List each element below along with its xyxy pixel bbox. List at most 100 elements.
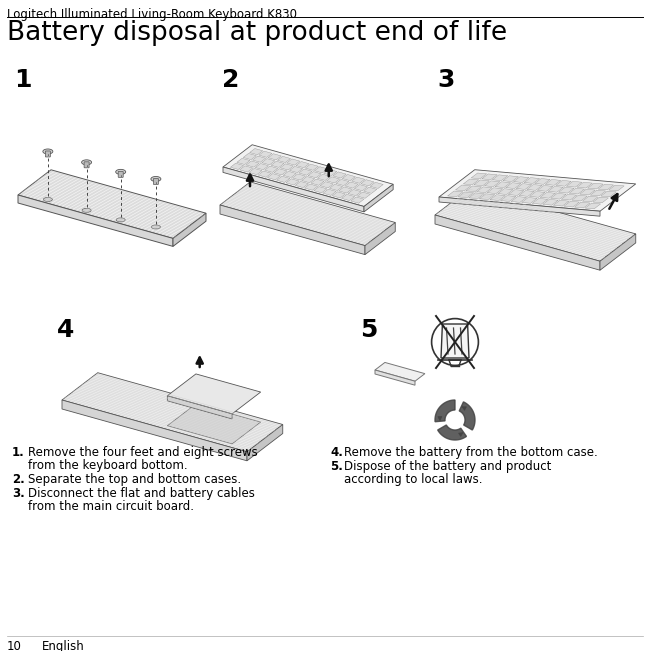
Polygon shape [572, 195, 587, 201]
Polygon shape [590, 190, 606, 196]
Polygon shape [268, 154, 281, 160]
Polygon shape [314, 187, 327, 193]
Polygon shape [364, 184, 393, 212]
Polygon shape [585, 203, 601, 209]
Polygon shape [553, 201, 569, 206]
Ellipse shape [151, 176, 161, 182]
Polygon shape [580, 189, 595, 195]
Polygon shape [441, 324, 469, 358]
Polygon shape [545, 180, 561, 186]
Polygon shape [343, 174, 356, 181]
Polygon shape [315, 167, 328, 173]
Polygon shape [437, 425, 467, 440]
Text: 3.: 3. [12, 487, 25, 500]
Polygon shape [569, 188, 584, 194]
Ellipse shape [151, 225, 161, 229]
Polygon shape [323, 189, 336, 195]
Polygon shape [500, 196, 516, 201]
FancyBboxPatch shape [84, 162, 89, 168]
Polygon shape [495, 182, 510, 187]
Polygon shape [375, 363, 425, 381]
Polygon shape [601, 191, 616, 197]
Text: 1: 1 [14, 68, 31, 92]
Polygon shape [558, 187, 574, 193]
Polygon shape [458, 192, 474, 198]
Polygon shape [173, 213, 206, 246]
Polygon shape [439, 170, 636, 211]
Polygon shape [456, 185, 471, 191]
Polygon shape [296, 161, 309, 168]
Polygon shape [308, 172, 321, 178]
Text: Battery disposal at product end of life: Battery disposal at product end of life [7, 20, 507, 46]
Polygon shape [508, 189, 524, 195]
Polygon shape [249, 169, 262, 174]
Polygon shape [448, 191, 463, 197]
Polygon shape [262, 159, 275, 165]
Polygon shape [246, 161, 259, 167]
Polygon shape [295, 182, 308, 187]
Text: from the main circuit board.: from the main circuit board. [28, 500, 194, 513]
Polygon shape [556, 180, 571, 186]
Polygon shape [511, 197, 526, 202]
Polygon shape [479, 194, 495, 199]
Polygon shape [551, 193, 566, 199]
Polygon shape [375, 370, 415, 385]
Polygon shape [280, 164, 293, 170]
Text: English: English [42, 640, 84, 651]
Polygon shape [223, 145, 393, 206]
Polygon shape [167, 374, 261, 414]
Polygon shape [524, 178, 539, 184]
Polygon shape [522, 197, 537, 203]
Polygon shape [526, 185, 542, 190]
Polygon shape [370, 182, 384, 189]
Polygon shape [292, 174, 306, 180]
Polygon shape [530, 191, 545, 197]
Polygon shape [435, 400, 455, 422]
Polygon shape [320, 182, 333, 188]
Text: 2: 2 [222, 68, 239, 92]
Polygon shape [498, 189, 514, 195]
Polygon shape [348, 189, 361, 196]
Polygon shape [482, 174, 497, 180]
Polygon shape [600, 234, 636, 270]
Polygon shape [286, 179, 299, 185]
Polygon shape [277, 176, 290, 182]
Polygon shape [274, 169, 287, 175]
Polygon shape [469, 193, 484, 199]
Text: 5.: 5. [330, 460, 343, 473]
Polygon shape [474, 180, 489, 186]
Polygon shape [302, 176, 315, 183]
Polygon shape [564, 201, 579, 207]
Polygon shape [608, 185, 624, 191]
Polygon shape [237, 158, 250, 165]
Polygon shape [299, 169, 312, 175]
Polygon shape [575, 202, 590, 208]
Polygon shape [223, 167, 364, 212]
Text: 3: 3 [437, 68, 454, 92]
Polygon shape [488, 187, 502, 193]
Polygon shape [258, 171, 271, 177]
Polygon shape [287, 159, 300, 165]
Polygon shape [439, 197, 600, 216]
Polygon shape [306, 164, 318, 171]
Polygon shape [514, 176, 529, 182]
Polygon shape [265, 166, 278, 173]
Polygon shape [490, 195, 505, 201]
Polygon shape [240, 166, 253, 172]
Polygon shape [503, 176, 518, 182]
Polygon shape [18, 170, 206, 238]
Polygon shape [351, 197, 364, 203]
Polygon shape [278, 156, 291, 163]
FancyBboxPatch shape [153, 178, 159, 184]
Polygon shape [230, 163, 244, 169]
Polygon shape [167, 404, 261, 444]
FancyBboxPatch shape [46, 151, 50, 157]
Polygon shape [336, 180, 349, 186]
Polygon shape [271, 161, 284, 167]
FancyBboxPatch shape [118, 171, 124, 177]
Polygon shape [535, 178, 550, 184]
Polygon shape [250, 148, 263, 155]
Polygon shape [538, 186, 552, 191]
Polygon shape [435, 187, 636, 261]
Text: Remove the battery from the bottom case.: Remove the battery from the bottom case. [344, 446, 598, 459]
